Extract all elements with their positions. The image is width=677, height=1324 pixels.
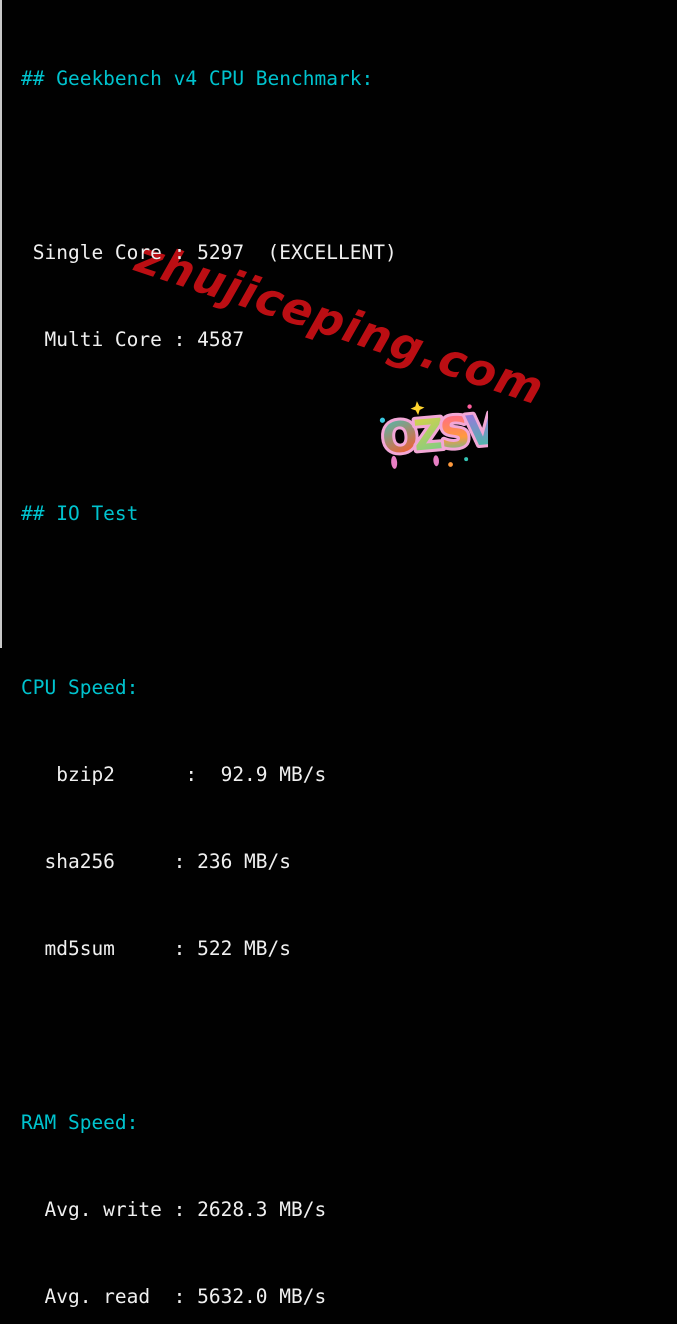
ram-avg-write-line: Avg. write : 2628.3 MB/s: [21, 1198, 327, 1221]
sticker-letter-v: V: [464, 404, 488, 456]
sticker-drip-icon: [433, 455, 440, 467]
geekbench-title-line: ## Geekbench v4 CPU Benchmark:: [21, 67, 374, 90]
sticker-dot-orange-icon: [448, 462, 453, 467]
terminal-left-border: [0, 0, 2, 648]
io-test-heading: ## IO Test: [21, 502, 139, 525]
svg-text:OZSV: OZSV: [380, 404, 488, 463]
blank-line: [21, 1021, 677, 1050]
ozsv-sticker: OZSV: [377, 401, 488, 469]
blank-line: [21, 151, 677, 180]
sticker-dot-teal-icon: [464, 457, 469, 462]
sticker-dot-pink-icon: [467, 404, 472, 409]
cpu-sha256-line: sha256 : 236 MB/s: [21, 850, 292, 873]
blank-line: [21, 412, 677, 441]
cpu-md5sum-line: md5sum : 522 MB/s: [21, 937, 292, 960]
blank-line: [21, 586, 677, 615]
sticker-dot-cyan-icon: [379, 417, 386, 423]
ram-speed-heading: RAM Speed:: [21, 1111, 139, 1134]
cpu-bzip2-line: bzip2 : 92.9 MB/s: [21, 763, 327, 786]
sticker-sparkle-yellow-icon: [410, 401, 425, 416]
multi-core-line: Multi Core : 4587: [21, 328, 245, 351]
sticker-drip-icon: [391, 455, 398, 469]
cpu-speed-heading: CPU Speed:: [21, 676, 139, 699]
single-core-line: Single Core : 5297 (EXCELLENT): [21, 241, 397, 264]
terminal-output: ## Geekbench v4 CPU Benchmark: Single Co…: [21, 67, 677, 1308]
ram-avg-read-line: Avg. read : 5632.0 MB/s: [21, 1285, 327, 1308]
sticker-sparkle-small-icon: [473, 435, 484, 446]
